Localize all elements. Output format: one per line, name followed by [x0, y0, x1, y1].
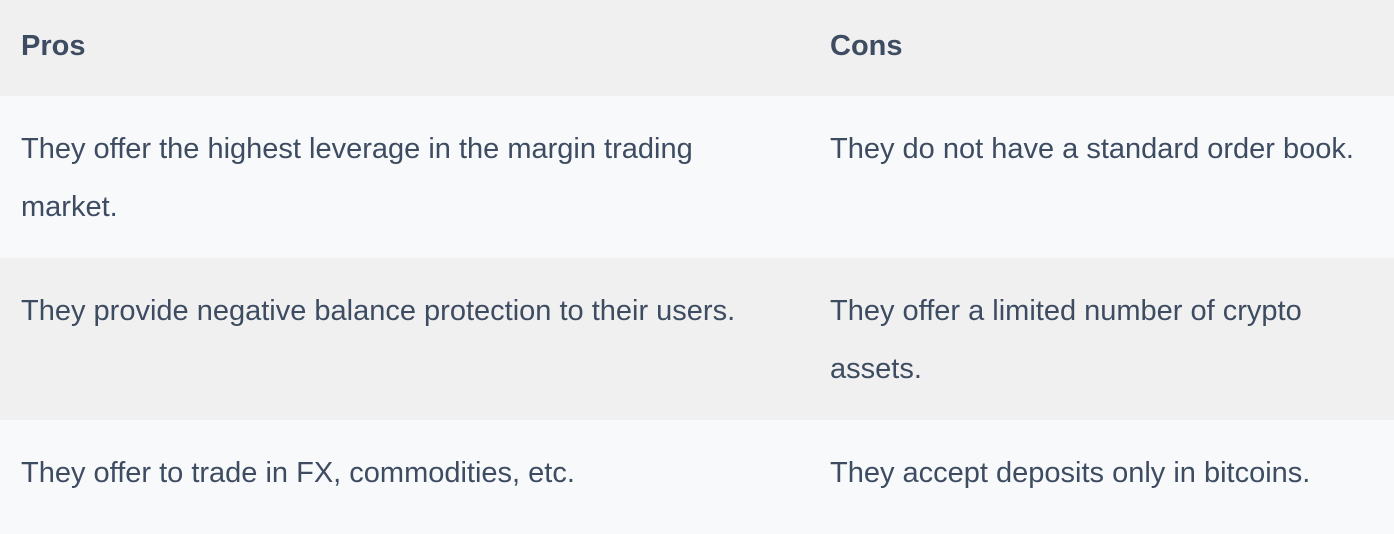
con-cell: They offer a limited number of crypto as…: [810, 258, 1394, 420]
pro-cell: They offer to trade in FX, commodities, …: [0, 420, 810, 534]
table-row: They offer the highest leverage in the m…: [0, 96, 1394, 258]
pro-cell: They offer the highest leverage in the m…: [0, 96, 810, 258]
table-row: They offer to trade in FX, commodities, …: [0, 420, 1394, 534]
con-cell: They accept deposits only in bitcoins.: [810, 420, 1394, 534]
table-row: They provide negative balance protection…: [0, 258, 1394, 420]
table-header: Pros Cons: [0, 0, 1394, 96]
pro-cell: They provide negative balance protection…: [0, 258, 810, 420]
con-cell: They do not have a standard order book.: [810, 96, 1394, 258]
table-body: They offer the highest leverage in the m…: [0, 96, 1394, 534]
header-row: Pros Cons: [0, 0, 1394, 96]
cons-column-header: Cons: [810, 0, 1394, 96]
pros-column-header: Pros: [0, 0, 810, 96]
